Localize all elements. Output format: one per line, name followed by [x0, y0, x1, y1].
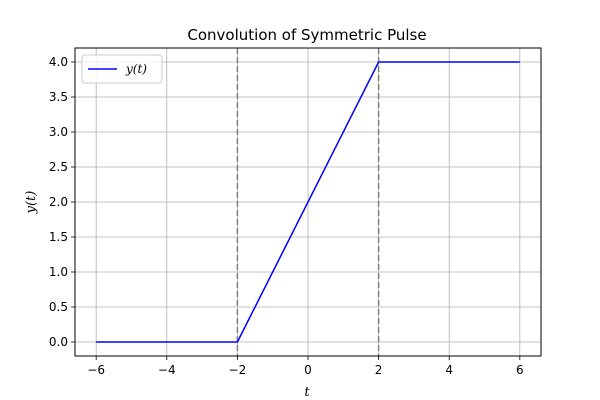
x-tick-label: 0 — [304, 363, 312, 377]
x-tick-label: 2 — [375, 363, 383, 377]
y-tick-label: 0.0 — [49, 335, 68, 349]
y-tick-label: 4.0 — [49, 55, 68, 69]
x-tick-label: −4 — [158, 363, 176, 377]
x-tick-label: 6 — [516, 363, 524, 377]
legend: y(t) — [81, 54, 163, 84]
reference-lines — [236, 48, 380, 356]
series-lines — [96, 61, 520, 343]
axis-ticks: −6 −4 −2 0 2 4 6 0.0 0.5 1.0 1.5 2.0 2.5 3.0 3.5 4.0 — [49, 55, 524, 377]
x-tick-label: −6 — [87, 363, 105, 377]
y-tick-label: 3.5 — [49, 90, 68, 104]
legend-entry: y(t) — [125, 62, 147, 76]
y-tick-label: 1.0 — [49, 265, 68, 279]
y-axis-label: y(t) — [24, 191, 39, 215]
legend-box — [81, 54, 163, 84]
x-axis-label: t — [304, 385, 310, 400]
x-tick-label: −2 — [229, 363, 247, 377]
y-tick-label: 1.5 — [49, 230, 68, 244]
y-tick-label: 3.0 — [49, 125, 68, 139]
series-line-y-t — [96, 61, 520, 343]
x-tick-label: 4 — [445, 363, 453, 377]
chart-title: Convolution of Symmetric Pulse — [187, 26, 426, 44]
legend-entry-label: y(t) — [125, 62, 147, 76]
y-tick-label: 0.5 — [49, 300, 68, 314]
y-tick-label: 2.0 — [49, 195, 68, 209]
y-tick-label: 2.5 — [49, 160, 68, 174]
